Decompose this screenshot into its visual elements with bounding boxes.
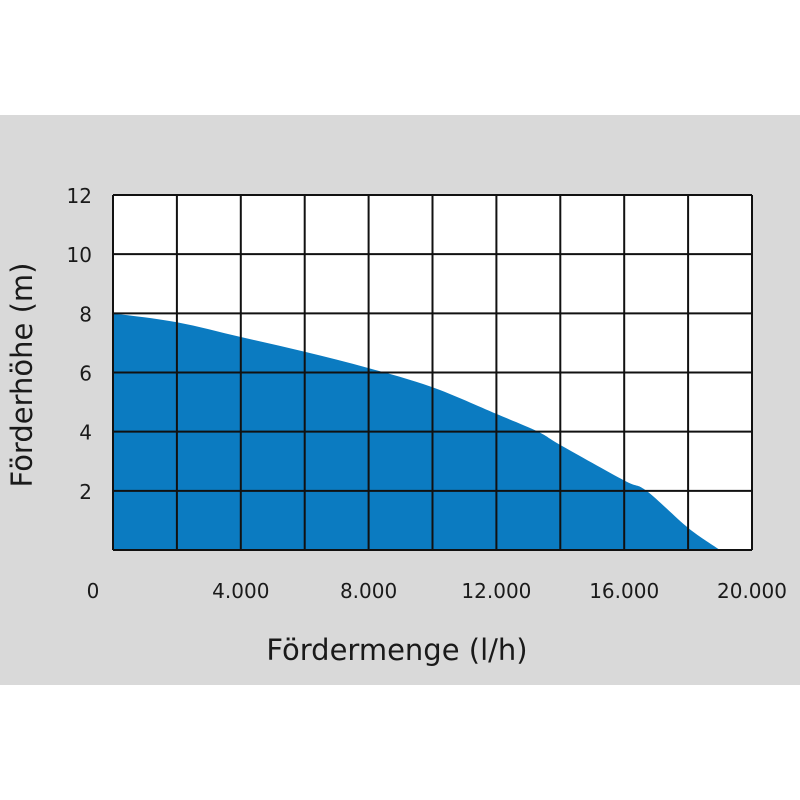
y-tick-label: 10 xyxy=(67,243,92,267)
x-tick-label: 12.000 xyxy=(461,579,531,603)
x-tick-label: 4.000 xyxy=(212,579,269,603)
y-tick-label: 12 xyxy=(67,184,92,208)
x-tick-label: 8.000 xyxy=(340,579,397,603)
y-tick-label: 2 xyxy=(79,480,92,504)
y-axis-title: Förderhöhe (m) xyxy=(5,263,39,488)
x-tick-labels: 0 4.000 8.000 12.000 16.000 20.000 xyxy=(87,579,787,603)
y-tick-label: 4 xyxy=(79,421,92,445)
x-tick-label: 20.000 xyxy=(717,579,787,603)
y-tick-label: 6 xyxy=(79,362,92,386)
x-axis-title: Fördermenge (l/h) xyxy=(266,633,527,667)
x-tick-label: 16.000 xyxy=(589,579,659,603)
grid xyxy=(112,194,753,551)
y-tick-label: 8 xyxy=(79,302,92,326)
x-tick-label: 0 xyxy=(87,579,100,603)
y-tick-labels: 2 4 6 8 10 12 xyxy=(67,184,92,504)
